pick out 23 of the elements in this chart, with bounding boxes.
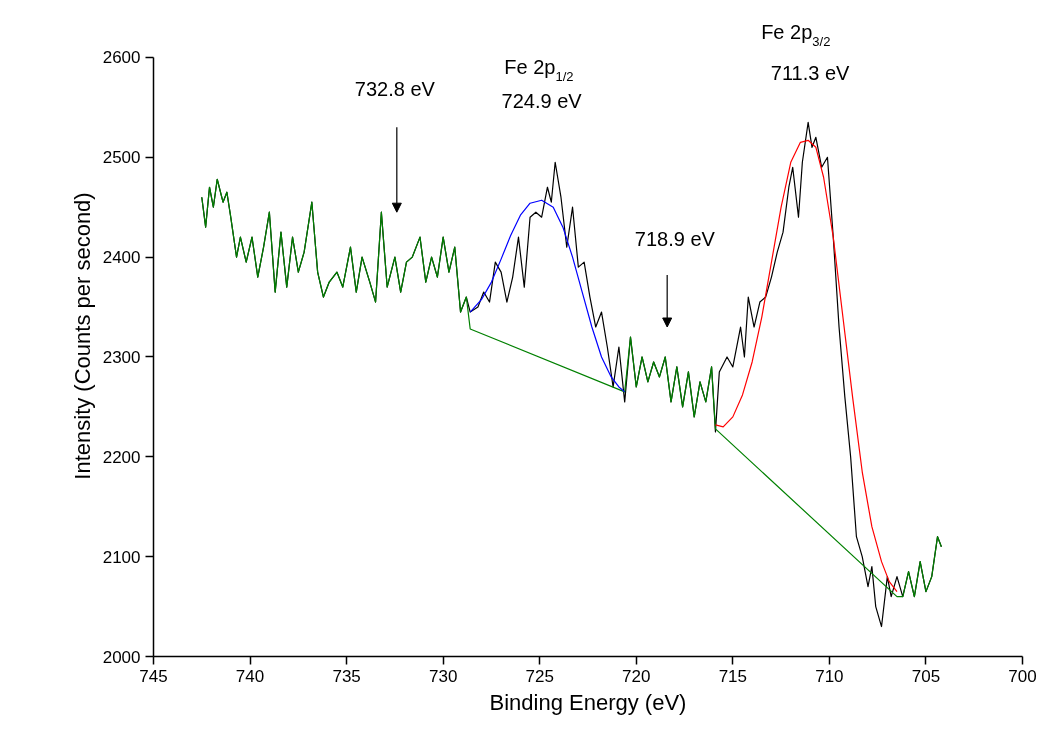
x-tick-label: 715 bbox=[718, 666, 748, 686]
x-axis-title: Binding Energy (eV) bbox=[489, 689, 687, 715]
x-tick-label: 720 bbox=[622, 666, 651, 686]
y-tick-label: 2300 bbox=[102, 347, 141, 367]
x-tick-label: 700 bbox=[1008, 666, 1037, 686]
x-tick-label: 730 bbox=[428, 666, 458, 686]
y-tick-label: 2600 bbox=[102, 48, 141, 68]
y-axis-title: Intensity (Counts per second) bbox=[69, 192, 95, 480]
y-tick-label: 2500 bbox=[102, 148, 141, 168]
annotation: 711.3 eV bbox=[770, 62, 851, 85]
y-tick-label: 2400 bbox=[102, 248, 141, 268]
y-tick-label: 2200 bbox=[102, 447, 141, 467]
annotation: 724.9 eV bbox=[501, 90, 583, 113]
x-tick-label: 710 bbox=[815, 666, 844, 686]
y-tick-label: 2100 bbox=[102, 547, 141, 567]
x-tick-label: 740 bbox=[235, 666, 265, 686]
annotation: 718.9 eV bbox=[634, 228, 716, 251]
x-tick-label: 705 bbox=[911, 666, 941, 686]
x-tick-label: 745 bbox=[139, 666, 168, 686]
annotation: 732.8 eV bbox=[354, 78, 436, 101]
y-tick-label: 2000 bbox=[102, 647, 141, 667]
x-tick-label: 725 bbox=[525, 666, 554, 686]
x-tick-label: 735 bbox=[332, 666, 361, 686]
